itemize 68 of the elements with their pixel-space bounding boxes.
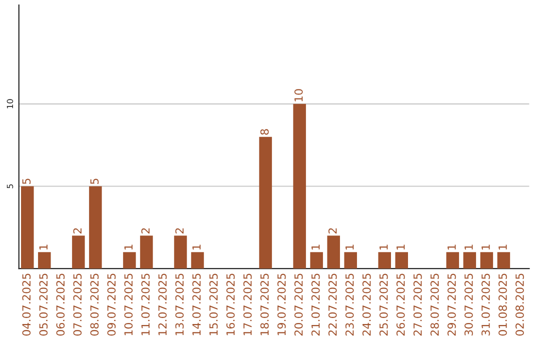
x-tick-label: 16.07.2025: [226, 274, 235, 336]
x-tick-label: 06.07.2025: [56, 274, 65, 336]
x-tick-label: 18.07.2025: [260, 274, 269, 336]
data-label: 1: [448, 244, 456, 250]
data-label: 1: [380, 244, 388, 250]
bar: [446, 252, 460, 269]
x-tick-label: 07.07.2025: [73, 274, 82, 336]
bar: [72, 236, 85, 269]
x-tick-label: 28.07.2025: [430, 274, 439, 336]
data-label: 1: [482, 244, 490, 250]
bar: [89, 186, 102, 269]
bar: [21, 186, 34, 269]
bar: [38, 252, 51, 269]
data-label: 1: [464, 244, 473, 250]
x-tick-label: 29.07.2025: [447, 274, 456, 336]
data-label: 1: [498, 244, 507, 250]
bar: [259, 136, 272, 269]
x-tick-label: 02.08.2025: [516, 274, 524, 336]
x-tick-label: 24.07.2025: [362, 274, 371, 336]
x-tick-label: 15.07.2025: [209, 274, 218, 336]
x-tick-label: 19.07.2025: [277, 274, 286, 336]
data-label: 2: [328, 228, 337, 234]
bar: [310, 252, 323, 269]
x-tick-label: 05.07.2025: [39, 274, 48, 336]
x-tick-label: 08.07.2025: [90, 274, 99, 336]
data-label: 5: [90, 178, 99, 184]
bar: [123, 252, 136, 269]
bar: [480, 252, 494, 269]
x-tick-label: 13.07.2025: [175, 274, 184, 336]
data-label: 5: [22, 178, 31, 184]
bar: [293, 104, 306, 269]
x-tick-label: 27.07.2025: [413, 274, 422, 336]
x-tick-label: 14.07.2025: [192, 274, 201, 336]
x-tick-label: 12.07.2025: [158, 274, 167, 336]
bar: [497, 252, 510, 269]
x-tick-label: 10.07.2025: [124, 274, 133, 336]
x-tick-label: 22.07.2025: [328, 274, 337, 336]
x-tick-label: 23.07.2025: [345, 274, 354, 336]
x-tick-label: 31.07.2025: [481, 274, 490, 336]
data-label: 2: [141, 228, 150, 234]
x-tick-label: 17.07.2025: [243, 274, 252, 336]
data-label: 1: [346, 244, 354, 250]
bar: [378, 252, 391, 269]
data-label: 1: [312, 244, 320, 250]
data-label: 8: [260, 129, 269, 135]
data-label: 1: [192, 244, 201, 250]
bar: [395, 252, 408, 269]
data-label: 2: [175, 228, 184, 234]
bar: [327, 236, 340, 269]
x-tick-label: 20.07.2025: [294, 274, 303, 336]
x-tick-label: 04.07.2025: [22, 274, 31, 336]
bar: [191, 252, 204, 269]
x-tick-label: 09.07.2025: [107, 274, 116, 336]
x-tick-label: 25.07.2025: [379, 274, 388, 336]
x-tick-label: 11.07.2025: [141, 274, 150, 336]
x-tick-label: 26.07.2025: [396, 274, 405, 336]
data-label: 1: [124, 244, 133, 250]
data-label: 1: [39, 244, 48, 250]
bar: [344, 252, 357, 269]
data-label: 1: [396, 244, 405, 250]
data-label: 10: [294, 89, 303, 102]
data-label: 2: [73, 228, 82, 234]
x-tick-label: 30.07.2025: [464, 274, 473, 336]
x-tick-label: 21.07.2025: [311, 274, 320, 336]
bar: [140, 236, 153, 269]
x-tick-label: 01.08.2025: [498, 274, 507, 336]
bar: [463, 252, 476, 269]
bar: [174, 236, 187, 269]
